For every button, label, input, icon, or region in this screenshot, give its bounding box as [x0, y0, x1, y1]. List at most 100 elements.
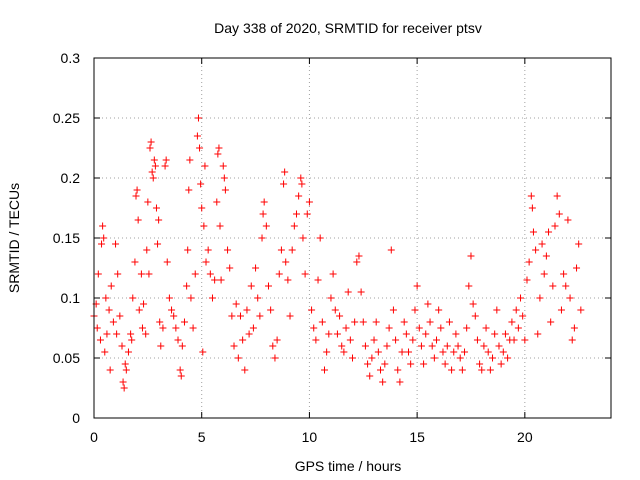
data-point: [480, 342, 488, 350]
data-point: [450, 348, 458, 356]
data-point: [216, 222, 224, 230]
data-point: [407, 360, 415, 368]
chart-title: Day 338 of 2020, SRMTID for receiver pts…: [214, 20, 482, 36]
data-point: [510, 336, 518, 344]
data-point: [119, 378, 127, 386]
data-point: [206, 270, 214, 278]
data-point: [336, 312, 344, 320]
data-point: [101, 348, 109, 356]
data-point: [176, 366, 184, 374]
x-axis-label: GPS time / hours: [295, 458, 402, 474]
data-point: [138, 324, 146, 332]
data-point: [162, 156, 170, 164]
data-point: [327, 294, 335, 302]
data-point: [219, 162, 227, 170]
data-point: [340, 348, 348, 356]
data-point: [422, 330, 430, 338]
data-point: [545, 228, 553, 236]
y-axis-label: SRMTID / TECUs: [6, 183, 22, 293]
data-point: [528, 204, 536, 212]
data-point: [301, 270, 309, 278]
data-point: [346, 336, 354, 344]
data-point: [149, 174, 157, 182]
data-point: [377, 366, 385, 374]
data-point: [303, 210, 311, 218]
data-point: [157, 342, 165, 350]
data-point: [96, 336, 104, 344]
data-point: [497, 360, 505, 368]
data-point: [258, 234, 266, 242]
data-point: [217, 276, 225, 284]
data-point: [282, 258, 290, 266]
data-point: [521, 336, 529, 344]
data-point: [204, 246, 212, 254]
data-point: [532, 246, 540, 254]
data-point: [298, 180, 306, 188]
data-point: [476, 360, 484, 368]
data-point: [463, 324, 471, 332]
data-point: [106, 366, 114, 374]
data-point: [320, 366, 328, 374]
data-point: [338, 342, 346, 350]
data-point: [271, 354, 279, 362]
data-point: [435, 306, 443, 314]
data-point: [220, 174, 228, 182]
data-point: [184, 246, 192, 254]
data-point: [159, 324, 167, 332]
data-point: [213, 198, 221, 206]
data-point: [172, 324, 180, 332]
data-point: [478, 366, 486, 374]
data-point: [241, 366, 249, 374]
data-point: [180, 318, 188, 326]
data-point: [308, 306, 316, 314]
data-point: [239, 336, 247, 344]
data-point: [396, 378, 404, 386]
data-point: [150, 156, 158, 164]
data-point: [469, 300, 477, 308]
data-point: [420, 360, 428, 368]
data-point: [402, 330, 410, 338]
x-tick-label: 10: [302, 429, 318, 445]
data-point: [577, 306, 585, 314]
data-point: [445, 318, 453, 326]
data-point: [165, 294, 173, 302]
data-point: [264, 282, 272, 290]
data-point: [281, 168, 289, 176]
data-point: [411, 306, 419, 314]
data-point: [443, 342, 451, 350]
data-point: [437, 324, 445, 332]
data-point: [392, 336, 400, 344]
data-point: [247, 282, 255, 290]
data-point: [448, 366, 456, 374]
data-point: [163, 258, 171, 266]
data-point: [379, 378, 387, 386]
data-point: [280, 180, 288, 188]
data-point: [221, 186, 229, 194]
data-point: [353, 258, 361, 266]
data-point: [564, 216, 572, 224]
data-point: [471, 312, 479, 320]
data-point: [112, 240, 120, 248]
data-point: [433, 336, 441, 344]
data-point: [168, 306, 176, 314]
data-point: [430, 354, 438, 362]
data-point: [489, 354, 497, 362]
data-point: [318, 318, 326, 326]
data-point: [273, 336, 281, 344]
data-point: [132, 192, 140, 200]
data-point: [413, 282, 421, 290]
data-point: [305, 198, 313, 206]
data-point: [232, 300, 240, 308]
data-point: [277, 246, 285, 254]
data-point: [357, 288, 365, 296]
data-point: [94, 270, 102, 278]
data-point: [152, 204, 160, 212]
y-tick-label: 0.2: [61, 170, 81, 186]
data-point: [538, 240, 546, 248]
data-point: [147, 138, 155, 146]
y-tick-label: 0: [72, 410, 80, 426]
data-point: [146, 144, 154, 152]
data-point: [439, 348, 447, 356]
data-point: [473, 336, 481, 344]
data-point: [534, 330, 542, 338]
